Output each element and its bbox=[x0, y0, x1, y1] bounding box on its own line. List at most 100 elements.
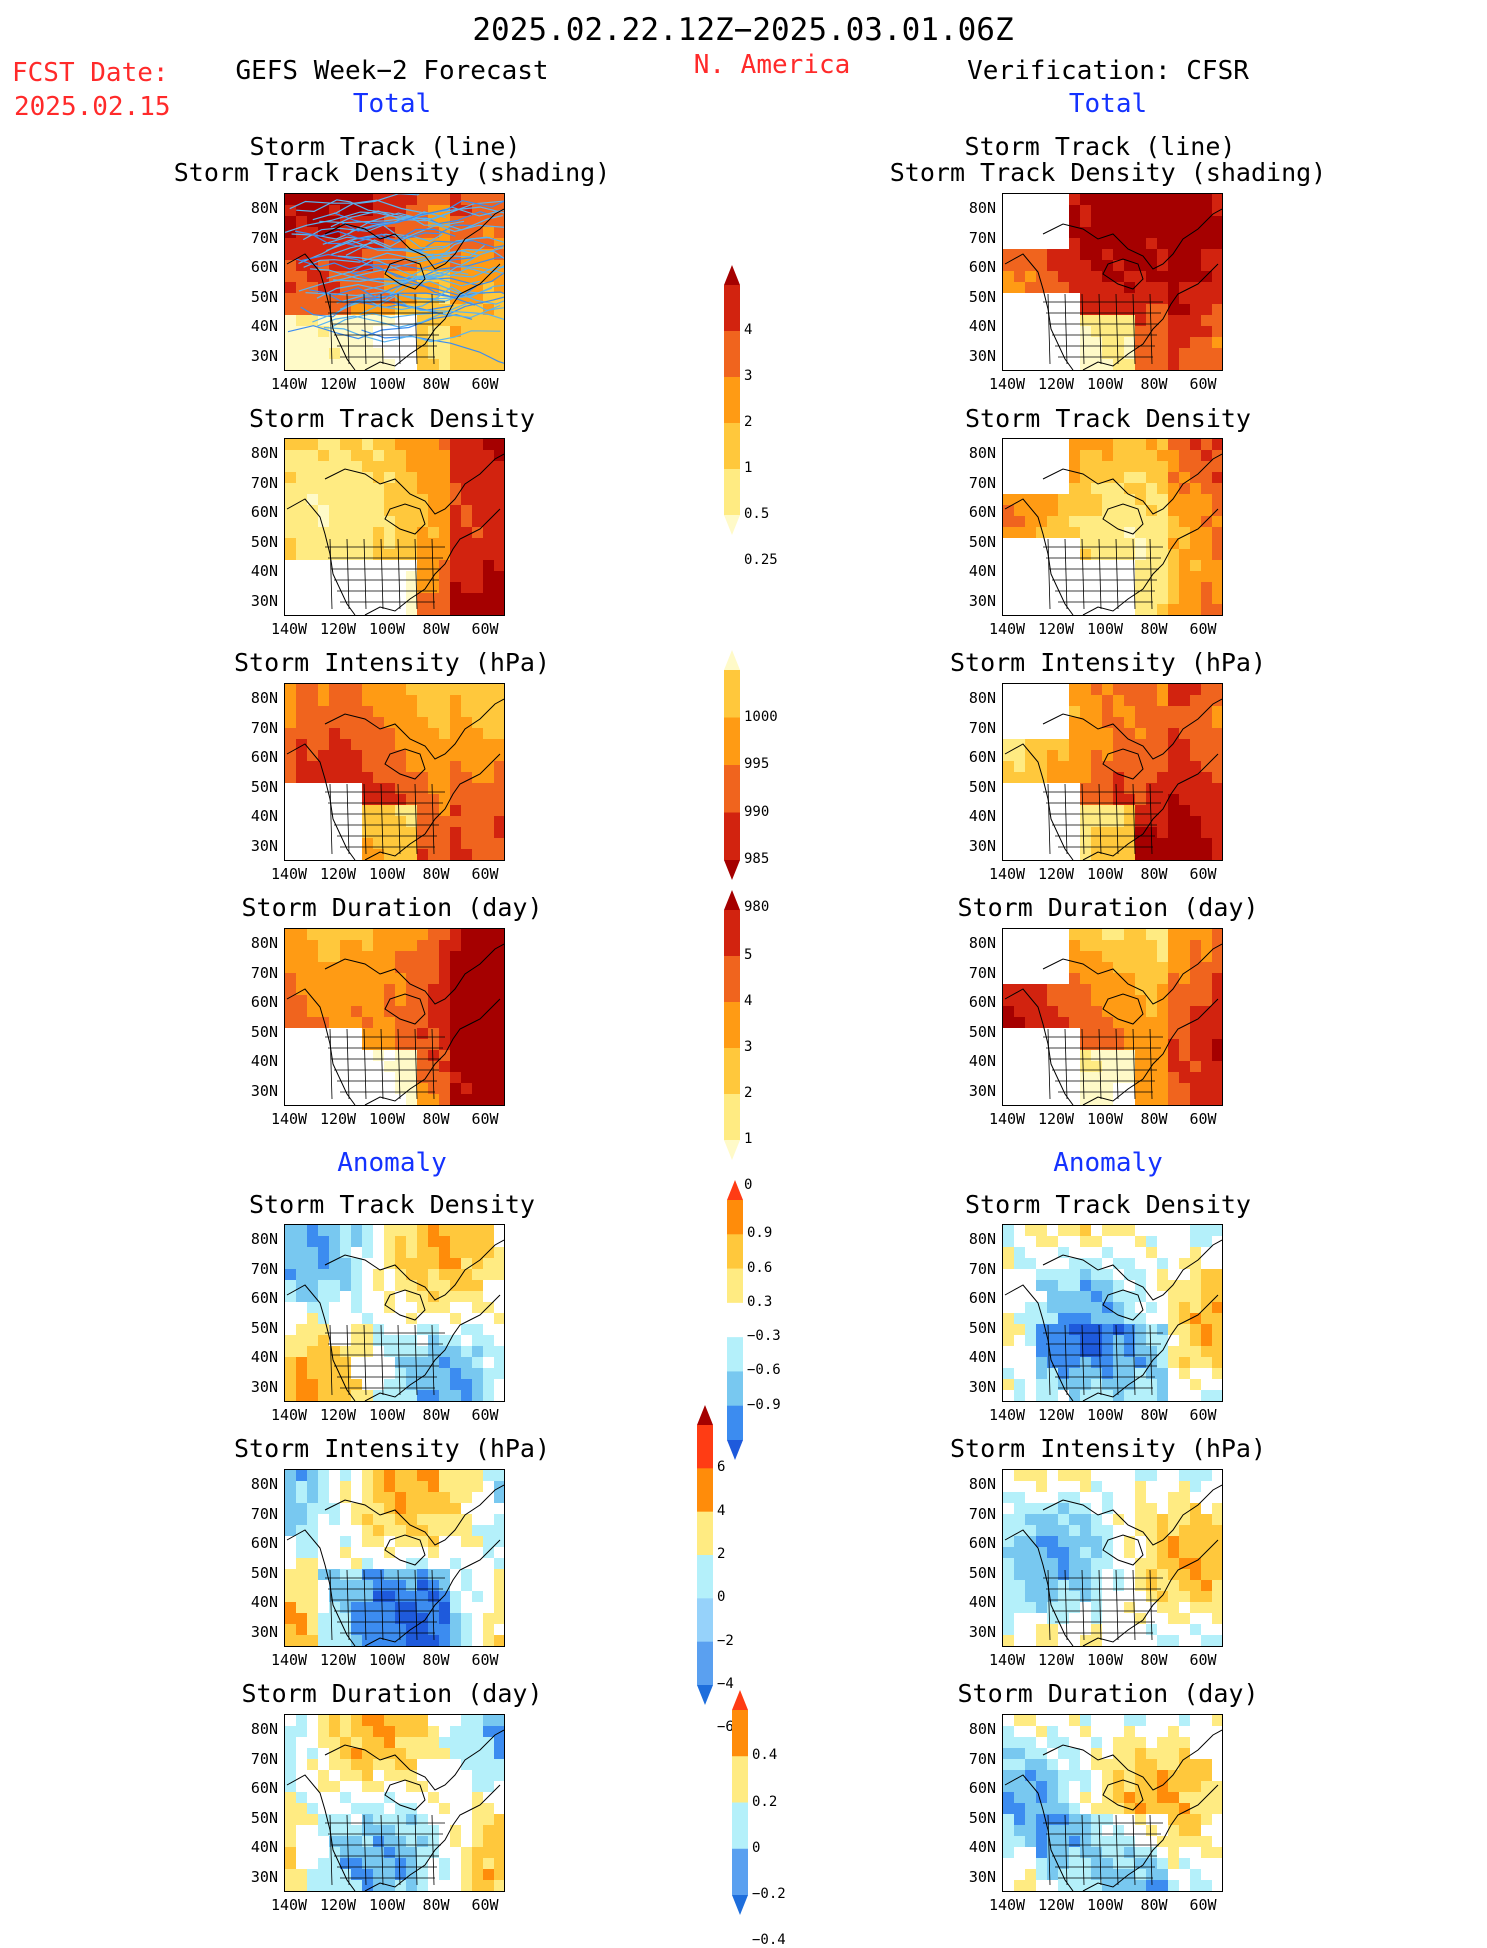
field-cell bbox=[373, 1635, 384, 1646]
field-cell bbox=[1146, 717, 1157, 728]
field-cell bbox=[1135, 1313, 1146, 1324]
field-cell bbox=[472, 472, 483, 483]
field-cell bbox=[428, 1258, 439, 1269]
field-cell bbox=[285, 1225, 296, 1236]
field-cell bbox=[1168, 304, 1179, 315]
field-cell bbox=[1157, 1836, 1168, 1847]
field-cell bbox=[494, 1858, 504, 1869]
field-cell bbox=[1157, 505, 1168, 516]
field-cell bbox=[307, 995, 318, 1006]
field-cell bbox=[340, 1781, 351, 1792]
field-cell bbox=[1047, 1050, 1058, 1061]
field-cell bbox=[362, 1258, 373, 1269]
field-cell bbox=[1036, 1781, 1047, 1792]
field-cell bbox=[450, 1514, 461, 1525]
field-cell bbox=[1091, 1580, 1102, 1591]
field-cell bbox=[1201, 728, 1212, 739]
field-cell bbox=[1146, 1280, 1157, 1291]
field-cell bbox=[1047, 593, 1058, 604]
field-cell bbox=[1080, 538, 1091, 549]
field-cell bbox=[483, 238, 494, 249]
field-cell bbox=[340, 1770, 351, 1781]
field-cell bbox=[384, 593, 395, 604]
field-cell bbox=[1080, 951, 1091, 962]
field-cell bbox=[461, 205, 472, 216]
field-cell bbox=[351, 1814, 362, 1825]
field-cell bbox=[461, 1247, 472, 1258]
field-cell bbox=[1190, 973, 1201, 984]
field-cell bbox=[428, 706, 439, 717]
field-cell bbox=[439, 1591, 450, 1602]
field-cell bbox=[285, 293, 296, 304]
field-cell bbox=[1036, 1569, 1047, 1580]
colorbar-segment bbox=[732, 1848, 748, 1896]
field-cell bbox=[296, 1858, 307, 1869]
field-cell bbox=[428, 849, 439, 860]
field-cell bbox=[1157, 1858, 1168, 1869]
field-cell bbox=[494, 1346, 504, 1357]
field-cell bbox=[351, 227, 362, 238]
field-cell bbox=[1025, 1858, 1036, 1869]
field-cell bbox=[1157, 1748, 1168, 1759]
field-cell bbox=[1102, 593, 1113, 604]
field-cell bbox=[384, 1280, 395, 1291]
field-cell bbox=[285, 1083, 296, 1094]
field-cell bbox=[340, 1006, 351, 1017]
field-cell bbox=[483, 337, 494, 348]
field-cell bbox=[1014, 761, 1025, 772]
field-cell bbox=[362, 1072, 373, 1083]
field-cell bbox=[1179, 472, 1190, 483]
field-cell bbox=[439, 1083, 450, 1094]
map-panel bbox=[1002, 928, 1223, 1106]
field-cell bbox=[483, 1558, 494, 1569]
field-cell bbox=[1157, 1803, 1168, 1814]
field-cell bbox=[307, 337, 318, 348]
field-cell bbox=[1190, 684, 1201, 695]
field-cell bbox=[373, 483, 384, 494]
field-cell bbox=[1157, 439, 1168, 450]
lat-tick-label: 50N bbox=[250, 1318, 278, 1337]
field-cell bbox=[1047, 1368, 1058, 1379]
field-cell bbox=[1201, 1470, 1212, 1481]
field-cell bbox=[428, 1536, 439, 1547]
field-cell bbox=[1069, 1781, 1080, 1792]
field-cell bbox=[285, 1291, 296, 1302]
field-cell bbox=[318, 1291, 329, 1302]
field-cell bbox=[450, 1291, 461, 1302]
field-cell bbox=[329, 450, 340, 461]
field-cell bbox=[307, 527, 318, 538]
field-cell bbox=[329, 1335, 340, 1346]
field-cell bbox=[1179, 1324, 1190, 1335]
field-cell bbox=[1179, 1602, 1190, 1613]
field-cell bbox=[1091, 538, 1102, 549]
field-cell bbox=[373, 1291, 384, 1302]
field-cell bbox=[472, 1379, 483, 1390]
field-cell bbox=[1135, 1825, 1146, 1836]
field-cell bbox=[1146, 684, 1157, 695]
field-cell bbox=[285, 1547, 296, 1558]
field-cell bbox=[1025, 1803, 1036, 1814]
field-cell bbox=[307, 1591, 318, 1602]
field-cell bbox=[1025, 461, 1036, 472]
field-cell bbox=[1058, 805, 1069, 816]
field-cell bbox=[494, 494, 504, 505]
field-cell bbox=[472, 315, 483, 326]
field-cell bbox=[1190, 1737, 1201, 1748]
field-cell bbox=[296, 1602, 307, 1613]
field-cell bbox=[1179, 951, 1190, 962]
field-cell bbox=[1135, 1715, 1146, 1726]
field-cell bbox=[351, 450, 362, 461]
field-cell bbox=[1190, 271, 1201, 282]
field-cell bbox=[1047, 1083, 1058, 1094]
field-cell bbox=[494, 1869, 504, 1880]
field-cell bbox=[1080, 337, 1091, 348]
field-cell bbox=[1025, 238, 1036, 249]
field-cell bbox=[1190, 293, 1201, 304]
field-cell bbox=[373, 450, 384, 461]
field-cell bbox=[417, 1039, 428, 1050]
field-cell bbox=[1113, 1759, 1124, 1770]
field-cell bbox=[450, 483, 461, 494]
field-cell bbox=[450, 816, 461, 827]
field-cell bbox=[285, 238, 296, 249]
field-cell bbox=[373, 359, 384, 370]
